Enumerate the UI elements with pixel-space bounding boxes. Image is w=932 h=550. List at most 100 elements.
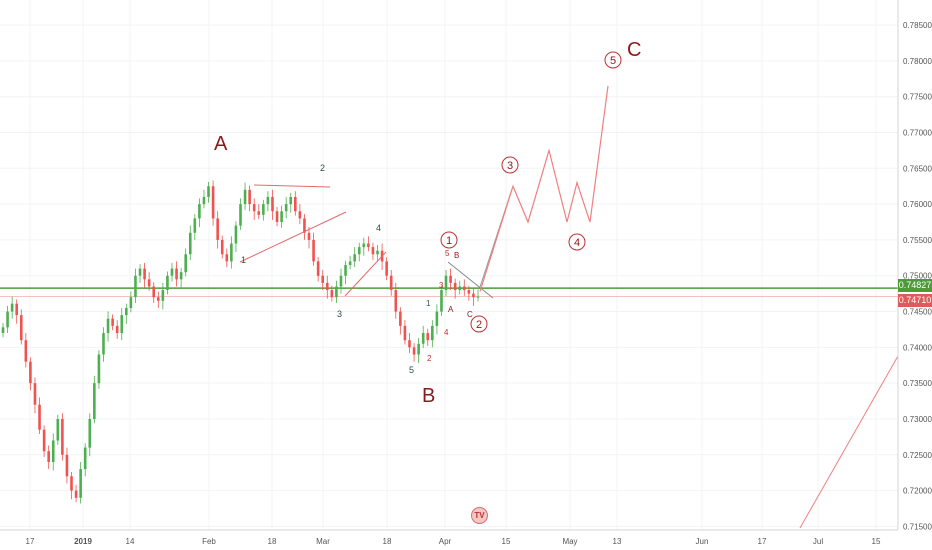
candle	[134, 268, 137, 303]
price-tick-label: 0.72500	[903, 451, 932, 460]
candle	[408, 333, 411, 354]
candle	[24, 333, 28, 368]
svg-text:3: 3	[507, 160, 513, 172]
candle	[239, 198, 242, 230]
candle	[243, 182, 247, 210]
drawing-line[interactable]	[253, 184, 331, 188]
price-tick-label: 0.76500	[903, 164, 932, 173]
sub-label-3: 3	[337, 309, 342, 319]
time-tick-label: 17	[758, 537, 767, 546]
current-level-badge: 0.74827	[898, 279, 932, 292]
wave-label-B: B	[422, 385, 435, 407]
candle	[51, 433, 55, 471]
circle-label-1: 1	[440, 231, 458, 249]
drawing-line[interactable]	[239, 211, 347, 263]
candle	[312, 232, 315, 266]
time-tick-label: 15	[872, 537, 881, 546]
mini-label-C: C	[467, 310, 473, 319]
candle	[444, 270, 448, 296]
candle	[111, 314, 114, 331]
horizontal-levels	[0, 287, 898, 297]
price-tick-label: 0.78500	[903, 21, 932, 30]
candle	[266, 191, 270, 212]
circle-label-4: 4	[568, 233, 586, 251]
candle	[175, 261, 178, 287]
candle	[325, 275, 329, 299]
time-tick-label: 15	[502, 537, 511, 546]
candle	[74, 484, 78, 503]
candle	[143, 262, 146, 288]
candle	[207, 181, 210, 203]
candle	[453, 278, 457, 299]
time-tick-label: Feb	[202, 537, 216, 546]
time-tick-label: Jun	[696, 537, 709, 546]
time-tick-label: 17	[26, 537, 35, 546]
grid	[0, 0, 898, 530]
candle	[152, 282, 156, 303]
candle	[188, 225, 192, 260]
svg-text:2: 2	[476, 319, 482, 331]
time-tick-label: Mar	[316, 537, 330, 546]
candle	[29, 357, 32, 391]
candle	[93, 376, 96, 424]
price-tick-label: 0.75000	[903, 272, 932, 281]
candle	[138, 264, 142, 283]
candles	[1, 180, 480, 504]
candle	[97, 350, 101, 389]
candle	[230, 236, 233, 269]
candle	[198, 198, 201, 228]
mini-label-5: 5	[445, 249, 450, 258]
candle	[42, 425, 46, 457]
candle	[83, 443, 87, 477]
sub-label-1: 1	[241, 255, 246, 265]
candle	[225, 248, 229, 268]
candle	[1, 323, 5, 338]
projection-path	[479, 85, 609, 292]
mini-label-1: 1	[426, 299, 431, 308]
candle	[476, 289, 480, 302]
circle-label-5: 5	[604, 51, 622, 69]
time-axis[interactable]: 17 2019 14 Feb 18 Mar 18 Apr 15 May 13 Jun 17 Jul 15	[0, 529, 898, 546]
candle	[19, 309, 23, 345]
time-tick-label: 18	[268, 537, 277, 546]
candle	[129, 291, 133, 313]
time-tick-label: 13	[613, 537, 622, 546]
candle	[330, 285, 334, 302]
tradingview-logo-icon[interactable]: TV	[471, 507, 488, 524]
drawing-line[interactable]	[344, 251, 387, 297]
candle	[389, 270, 393, 296]
wave-label-C: C	[627, 39, 641, 61]
candle	[15, 299, 19, 324]
drawing-line[interactable]	[447, 261, 494, 299]
mini-label-2: 2	[427, 354, 432, 363]
wave-label-A: A	[214, 133, 228, 155]
candle	[115, 320, 119, 339]
projection-line[interactable]	[479, 85, 609, 292]
candle	[56, 414, 60, 445]
candle	[70, 471, 73, 500]
price-tick-label: 0.77500	[903, 93, 932, 102]
candle	[421, 325, 425, 349]
candle	[170, 262, 174, 282]
candle	[179, 267, 183, 288]
candle	[6, 305, 9, 334]
candle	[353, 247, 356, 268]
candle	[193, 214, 197, 240]
svg-text:1: 1	[446, 235, 452, 247]
candle	[458, 280, 462, 295]
price-axis[interactable]: 0.78500 0.78000 0.77500 0.77000 0.76500 0.760…	[897, 0, 932, 531]
price-tick-label: 0.74000	[903, 343, 932, 352]
candle	[385, 257, 388, 281]
candle	[10, 296, 14, 319]
candle	[449, 268, 452, 291]
candle	[399, 307, 402, 335]
candle	[467, 285, 471, 301]
mini-label-B: B	[454, 251, 459, 260]
candle	[412, 343, 416, 362]
candle	[161, 282, 165, 310]
candle	[33, 377, 37, 414]
mini-label-A: A	[448, 305, 454, 314]
drawing-line[interactable]	[799, 355, 899, 529]
price-tick-label: 0.76000	[903, 200, 932, 209]
